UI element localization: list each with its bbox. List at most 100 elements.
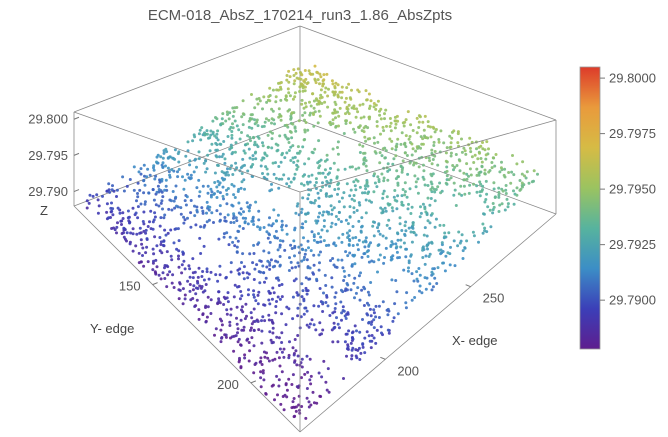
data-point	[358, 103, 362, 107]
data-point	[452, 168, 455, 172]
data-point	[225, 192, 229, 196]
data-point	[184, 154, 188, 158]
data-point	[374, 304, 378, 308]
data-point	[231, 114, 235, 118]
data-point	[308, 357, 312, 361]
data-point	[197, 194, 201, 198]
data-point	[467, 174, 470, 178]
data-point	[504, 184, 508, 187]
data-point	[270, 182, 273, 186]
data-point	[256, 320, 260, 323]
data-point	[159, 240, 163, 244]
data-point	[296, 354, 300, 358]
data-point	[179, 206, 183, 210]
data-point	[289, 260, 293, 264]
data-point	[325, 388, 329, 392]
data-point	[350, 357, 354, 361]
data-point	[275, 374, 279, 378]
data-point	[329, 167, 332, 170]
data-point	[314, 328, 318, 332]
data-point	[152, 252, 156, 256]
data-points	[85, 64, 539, 420]
data-point	[255, 263, 259, 267]
data-point	[351, 225, 355, 228]
data-point	[479, 144, 483, 148]
data-point	[168, 173, 172, 177]
data-point	[294, 71, 298, 75]
data-point	[271, 358, 275, 362]
data-point	[515, 186, 519, 190]
data-point	[414, 149, 418, 153]
data-point	[524, 176, 528, 180]
data-point	[412, 279, 416, 283]
data-point	[449, 154, 453, 158]
data-point	[181, 250, 185, 254]
data-point	[506, 202, 510, 206]
data-point	[310, 318, 314, 322]
data-point	[302, 138, 306, 142]
data-point	[353, 262, 357, 266]
data-point	[166, 166, 170, 170]
data-point	[264, 117, 268, 121]
data-point	[436, 185, 440, 189]
data-point	[460, 137, 463, 141]
data-point	[414, 233, 418, 237]
data-point	[503, 167, 507, 171]
data-point	[142, 178, 146, 182]
data-point	[204, 132, 208, 136]
data-point	[312, 272, 315, 276]
data-point	[310, 150, 314, 154]
data-point	[220, 117, 224, 121]
data-point	[290, 247, 294, 250]
y-tick-label: 200	[217, 377, 239, 392]
data-point	[301, 145, 305, 149]
data-point	[286, 87, 290, 91]
data-point	[177, 167, 181, 171]
data-point	[313, 64, 317, 68]
data-point	[169, 254, 173, 258]
data-point	[268, 233, 271, 237]
data-point	[248, 203, 252, 207]
data-point	[369, 281, 373, 284]
data-point	[182, 221, 186, 225]
data-point	[159, 216, 163, 220]
data-point	[280, 153, 284, 157]
data-point	[333, 188, 337, 191]
data-point	[412, 163, 416, 167]
data-point	[268, 216, 271, 220]
data-point	[159, 201, 163, 205]
data-point	[305, 82, 309, 86]
data-point	[319, 240, 323, 244]
data-point	[113, 228, 117, 232]
data-point	[345, 347, 349, 351]
data-point	[218, 204, 222, 208]
data-point	[411, 147, 415, 151]
data-point	[418, 115, 422, 119]
data-point	[401, 159, 405, 163]
data-point	[141, 246, 145, 250]
data-point	[471, 230, 475, 234]
data-point	[316, 191, 320, 195]
data-point	[491, 211, 495, 215]
data-point	[426, 219, 430, 223]
data-point	[328, 195, 331, 198]
data-point	[108, 190, 112, 194]
data-point	[322, 210, 326, 214]
data-point	[424, 210, 428, 214]
data-point	[425, 234, 429, 238]
data-point	[366, 126, 370, 130]
data-point	[376, 140, 380, 144]
data-point	[273, 398, 276, 402]
data-point	[343, 340, 347, 344]
data-point	[430, 174, 434, 178]
data-point	[431, 158, 435, 161]
data-point	[389, 121, 393, 125]
data-point	[254, 200, 258, 204]
data-point	[115, 195, 118, 198]
data-point	[317, 196, 321, 200]
data-point	[362, 115, 366, 119]
data-point	[345, 288, 349, 292]
data-point	[430, 212, 434, 216]
data-point	[490, 166, 494, 170]
data-point	[368, 107, 371, 110]
